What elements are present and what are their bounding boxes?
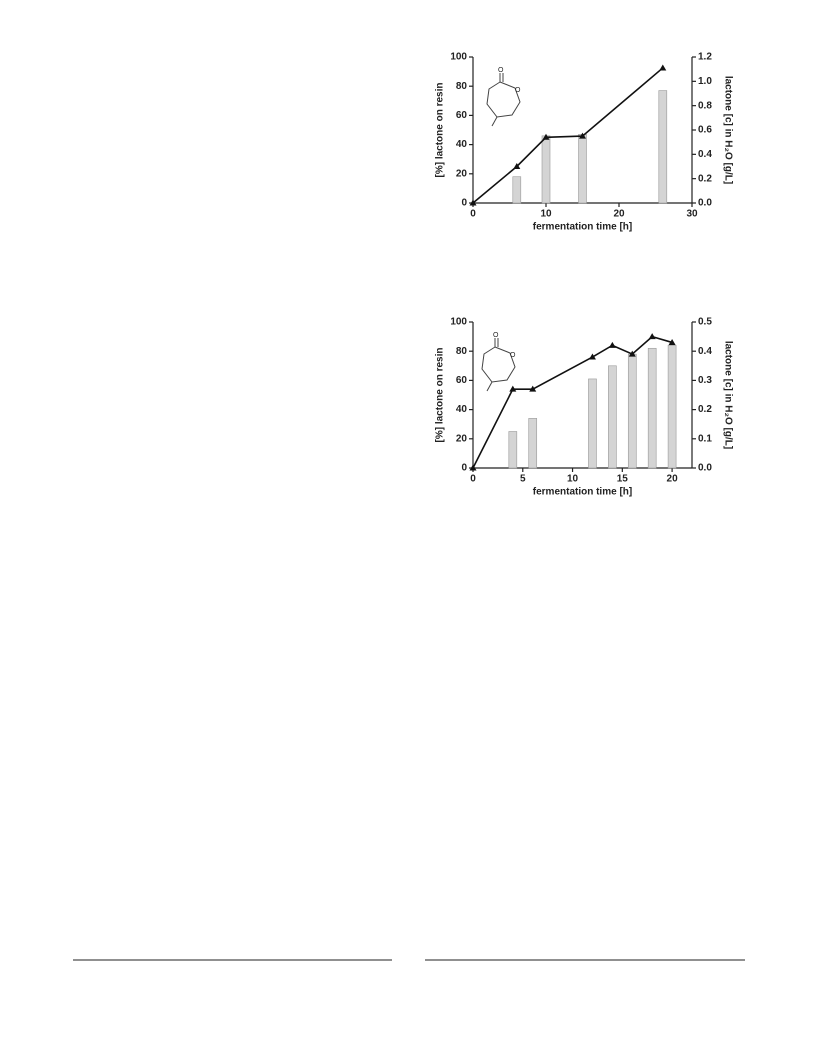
y-tick-label: 100 (450, 317, 467, 328)
line-marker (659, 64, 667, 71)
y2-tick-label: 0.4 (698, 346, 712, 357)
y-tick-label: 20 (456, 168, 468, 179)
line (472, 67, 664, 204)
y2-tick-label: 0.3 (698, 375, 712, 386)
bar (588, 378, 597, 469)
x-tick-label: 10 (567, 474, 579, 485)
y2-tick-label: 0.0 (698, 198, 712, 209)
y2-tick-label: 1.0 (698, 76, 712, 87)
line-marker (628, 350, 636, 357)
bar (667, 345, 677, 469)
line-marker (513, 163, 521, 169)
line-marker (542, 133, 550, 140)
y-tick-label: 80 (456, 346, 468, 357)
y-axis-label: [%] lactone on resin (435, 82, 446, 177)
bar (608, 365, 617, 469)
y2-tick-label: 0.2 (698, 404, 712, 415)
y2-tick-label: 0.5 (698, 317, 712, 328)
molecule-2 (481, 338, 516, 392)
atom-o: O (493, 332, 499, 339)
bar (578, 134, 587, 204)
y-tick-label: 0 (461, 463, 467, 474)
x-tick-label: 10 (540, 209, 552, 220)
bar (647, 347, 657, 469)
y2-tick-label: 0.1 (698, 433, 712, 444)
x-tick-label: 15 (617, 474, 629, 485)
x-tick-label: 0 (470, 209, 476, 220)
bar (512, 176, 522, 204)
molecule-1 (486, 73, 521, 127)
y-tick-label: 0 (461, 198, 467, 209)
line (472, 335, 673, 469)
line-marker (579, 132, 586, 139)
x-tick-label: 30 (686, 209, 698, 220)
bar (508, 431, 518, 469)
y-tick-label: 40 (456, 404, 468, 415)
line-marker (588, 353, 596, 360)
line-marker (509, 385, 517, 392)
line-marker (648, 333, 656, 340)
y-tick-label: 40 (456, 139, 468, 150)
line-marker (529, 385, 537, 392)
y2-tick-label: 0.8 (698, 100, 712, 111)
y2-axis-label: lactone [c] in H₂O [g/L] (722, 76, 733, 184)
y-axis-label: [%] lactone on resin (435, 347, 446, 442)
x-tick-label: 20 (613, 209, 625, 220)
y-tick-label: 60 (456, 110, 468, 121)
y-tick-label: 100 (450, 52, 467, 63)
line-marker (469, 199, 477, 206)
bar (658, 90, 668, 204)
y-tick-label: 80 (456, 81, 468, 92)
y-tick-label: 60 (456, 375, 468, 386)
x-tick-label: 0 (470, 474, 476, 485)
y2-tick-label: 1.2 (698, 52, 712, 63)
line-marker (668, 338, 676, 345)
line-marker (608, 341, 616, 348)
y2-axis-label: lactone [c] in H₂O [g/L] (722, 341, 733, 449)
y2-tick-label: 0.6 (698, 125, 712, 136)
x-axis-label: fermentation time [h] (533, 487, 632, 498)
x-tick-label: 5 (520, 474, 526, 485)
y-tick-label: 20 (456, 433, 468, 444)
atom-o: O (498, 67, 504, 74)
bar (528, 418, 538, 469)
x-tick-label: 20 (667, 474, 679, 485)
x-axis-label: fermentation time [h] (533, 222, 632, 233)
y2-tick-label: 0.4 (698, 149, 712, 160)
bar (541, 135, 551, 204)
line-marker (469, 464, 477, 471)
y2-tick-label: 0.2 (698, 173, 712, 184)
atom-o: O (510, 352, 516, 359)
bar (627, 353, 637, 469)
y2-tick-label: 0.0 (698, 463, 712, 474)
atom-o: O (515, 87, 521, 94)
